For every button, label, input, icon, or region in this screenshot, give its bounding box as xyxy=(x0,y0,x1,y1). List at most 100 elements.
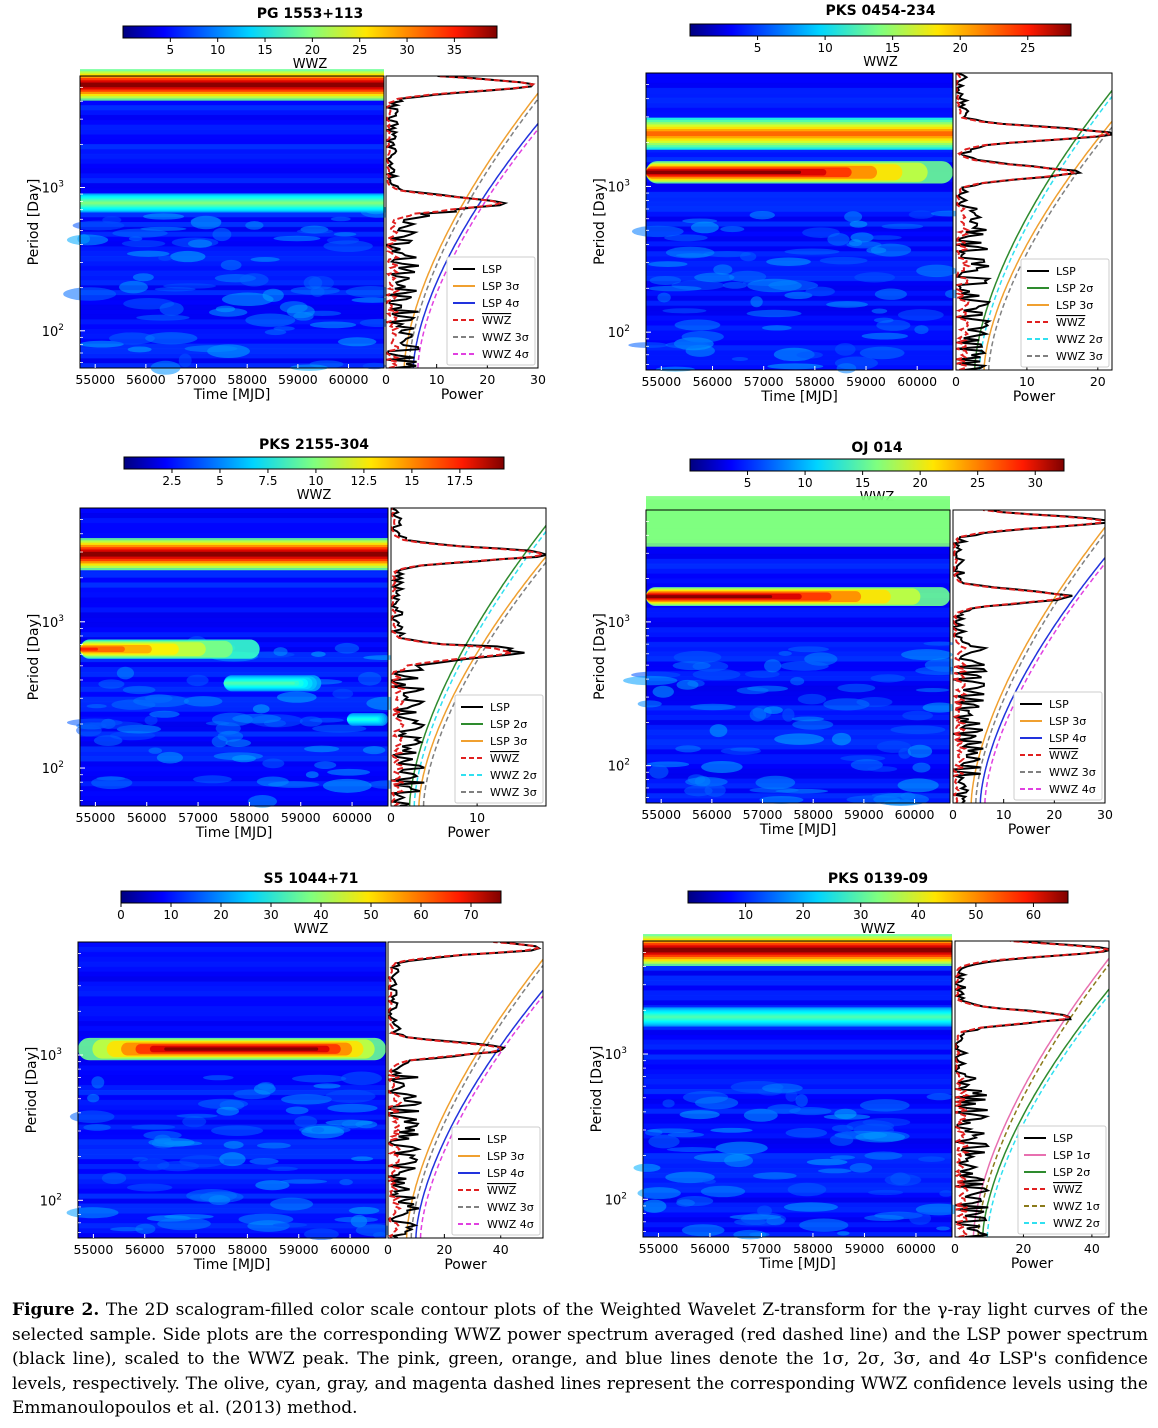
scalogram-band-2 xyxy=(223,682,295,685)
scalogram-frame xyxy=(79,75,385,369)
scalogram-blotch xyxy=(294,1115,318,1128)
scalogram-band-1 xyxy=(646,595,773,598)
scalogram-blotch xyxy=(764,659,782,673)
scalogram-texture xyxy=(643,1069,952,1075)
scalogram-blotch xyxy=(245,221,264,230)
colorbar-tick-label: 30 xyxy=(853,908,868,922)
scalogram-blotch xyxy=(763,706,783,714)
scalogram-texture xyxy=(646,729,950,736)
scalogram-blotch xyxy=(351,1156,374,1162)
scalogram-blotch xyxy=(702,1179,716,1184)
scalogram-blotch xyxy=(675,745,701,753)
scalogram-blotch xyxy=(642,1199,667,1213)
scalogram-texture xyxy=(80,696,388,703)
scalogram-blotch xyxy=(743,1108,778,1122)
scalogram-blotch xyxy=(665,1171,715,1184)
scalogram-texture xyxy=(643,1044,952,1051)
scalogram-blotch xyxy=(837,1231,850,1236)
scalogram-blotch xyxy=(312,724,367,733)
scalogram-texture xyxy=(646,201,953,208)
scalogram-blotch xyxy=(178,353,192,368)
confidence-curve xyxy=(417,128,538,368)
confidence-curve xyxy=(977,963,1109,1237)
power-curves xyxy=(386,76,538,368)
scalogram-blotch xyxy=(87,1093,100,1103)
scalogram-blotch xyxy=(831,1124,854,1132)
scalogram-blotch xyxy=(866,247,887,254)
scalogram-texture xyxy=(80,222,384,228)
scalogram-texture xyxy=(646,275,953,282)
colorbar-tick-label: 20 xyxy=(913,476,928,490)
scalogram-texture xyxy=(80,517,388,524)
scalogram-texture xyxy=(646,340,953,346)
scalogram-blotch xyxy=(855,1131,906,1143)
scalogram-blotch xyxy=(325,1089,376,1103)
scalogram-blotch xyxy=(881,223,924,230)
colorbar-tick-label: 30 xyxy=(263,908,278,922)
power-x-tick-label: 20 xyxy=(1015,1241,1031,1256)
scalogram-texture xyxy=(80,324,384,330)
scalogram-blotch xyxy=(223,1141,244,1149)
scalogram-blotch xyxy=(270,1197,314,1211)
scalogram-blotch xyxy=(121,240,166,248)
power-x-tick-label: 10 xyxy=(996,807,1012,822)
scalogram-blotch xyxy=(264,329,287,336)
scalogram-blotch xyxy=(797,693,827,705)
scalogram-texture xyxy=(646,671,950,677)
scalogram-blotch xyxy=(273,326,295,331)
power-curves xyxy=(953,510,1105,803)
scalogram-blotch xyxy=(799,1218,849,1232)
scalogram-blotch xyxy=(844,211,863,223)
power-x-tick-label: 40 xyxy=(493,1242,509,1257)
scalogram-texture xyxy=(80,231,384,238)
scalogram-blotch xyxy=(148,747,163,754)
colorbar-tick-label: 50 xyxy=(968,908,983,922)
legend-label: WWZ 3σ xyxy=(1056,350,1103,363)
scalogram-blotch xyxy=(766,1216,785,1226)
scalogram-texture xyxy=(80,602,388,608)
scalogram-frame xyxy=(77,941,387,1239)
scalogram-blotch xyxy=(915,1203,962,1216)
scalogram-blotch xyxy=(280,1179,328,1184)
scalogram-blotch xyxy=(859,346,905,360)
scalogram-blotch xyxy=(749,1232,770,1237)
scalogram-texture xyxy=(643,1158,952,1164)
legend-label: LSP 1σ xyxy=(1053,1149,1090,1162)
x-tick-label: 60000 xyxy=(330,1242,370,1257)
confidence-curve xyxy=(981,988,1109,1237)
confidence-curve xyxy=(412,122,538,368)
scalogram-blotch xyxy=(682,218,718,224)
scalogram-texture xyxy=(646,300,953,307)
scalogram-blotch xyxy=(138,1158,170,1171)
x-tick-label: 58000 xyxy=(793,807,833,822)
x-tick-label: 59000 xyxy=(278,372,318,387)
scalogram-blotch xyxy=(720,747,762,755)
scalogram-blotch xyxy=(694,272,735,283)
scalogram-blotch xyxy=(849,220,868,228)
scalogram-texture xyxy=(78,996,386,1002)
colorbar xyxy=(123,456,505,470)
scalogram-texture xyxy=(646,573,950,579)
scalogram-texture xyxy=(78,966,386,973)
lsp-curve xyxy=(953,510,1105,803)
scalogram-blotch xyxy=(102,216,122,224)
y-tick-label: 102 xyxy=(42,323,64,340)
power-x-tick-label: 0 xyxy=(382,372,390,387)
scalogram-blotch xyxy=(127,346,152,353)
scalogram-blotch xyxy=(710,1127,753,1133)
scalogram-texture xyxy=(646,216,953,222)
scalogram-band-1 xyxy=(80,647,98,651)
scalogram-blotch xyxy=(83,1124,111,1131)
panel-title: PG 1553+113 xyxy=(257,6,364,22)
scalogram-blotch xyxy=(787,1182,827,1197)
scalogram-frame xyxy=(79,507,389,807)
scalogram-texture xyxy=(646,607,950,614)
scalogram-blotch xyxy=(922,702,957,713)
panel-pks0454: PKS 0454-234 5 10 15 20 25 WWZ 55000 56000 57000 5… xyxy=(592,3,1113,405)
power-panel-frame xyxy=(955,72,1113,371)
scalogram-texture xyxy=(80,776,388,782)
scalogram-blotch xyxy=(91,1076,105,1089)
power-panel-frame xyxy=(390,507,547,807)
scalogram-texture xyxy=(646,73,953,79)
scalogram-texture xyxy=(646,305,953,312)
